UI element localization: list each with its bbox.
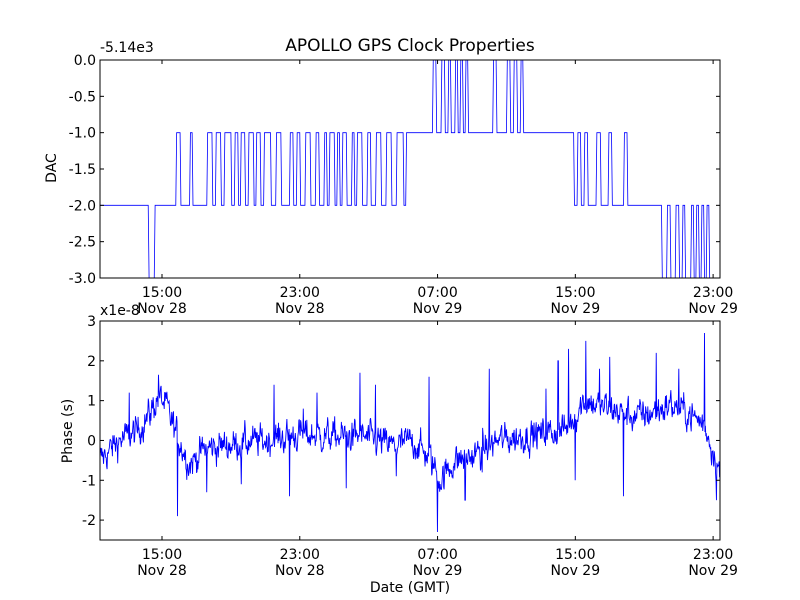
phase-y-tick-label: 3 [87,314,96,330]
dac-x-tick-date: Nov 28 [275,301,325,317]
phase-x-tick-time: 15:00 [142,547,182,563]
x-axis-label: Date (GMT) [370,580,450,596]
dac-x-tick-time: 23:00 [693,285,733,301]
phase-x-tick-time: 15:00 [555,547,595,563]
phase-x-tick-date: Nov 29 [551,563,601,579]
chart-title: APOLLO GPS Clock Properties [285,36,535,56]
phase-plot: x1e-8 Phase (s) Date (GMT) 3 2 1 0 -1 -2 15:00… [60,303,738,596]
phase-y-axis-label: Phase (s) [60,399,76,463]
dac-y-tick-label: -1.5 [69,162,96,178]
dac-x-tick-time: 23:00 [280,285,320,301]
phase-plot-frame [99,320,721,541]
phase-series-line [100,332,720,533]
dac-x-tick-time: 15:00 [555,285,595,301]
dac-y-tick-label: -0.5 [69,89,96,105]
phase-x-tick-date: Nov 29 [413,563,463,579]
dac-x-tick-time: 07:00 [417,285,457,301]
dac-y-tick-label: -2.0 [69,198,96,214]
dac-x-tick-time: 15:00 [142,285,182,301]
phase-y-tick-label: 0 [87,433,96,449]
dac-x-tick-date: Nov 28 [137,301,187,317]
dac-y-axis-label: DAC [44,153,60,183]
phase-y-tick-label: 1 [87,394,96,410]
phase-x-tick-time: 23:00 [693,547,733,563]
phase-x-tick-time: 07:00 [417,547,457,563]
phase-x-tick-date: Nov 28 [137,563,187,579]
dac-y-tick-label: -2.5 [69,235,96,251]
dac-x-tick-date: Nov 29 [551,301,601,317]
phase-y-tick-label: -1 [82,473,96,489]
dac-x-tick-date: Nov 29 [413,301,463,317]
dac-series-line [100,60,720,278]
phase-y-tick-label: 2 [87,354,96,370]
phase-y-tick-label: -2 [82,513,96,529]
phase-x-tick-time: 23:00 [280,547,320,563]
dac-plot-frame [99,59,721,279]
phase-offset-label: x1e-8 [100,303,140,319]
dac-y-tick-label: 0.0 [74,53,96,69]
dac-y-tick-label: -1.0 [69,126,96,142]
phase-x-tick-date: Nov 28 [275,563,325,579]
dac-plot: APOLLO GPS Clock Properties -5.14e3 DAC … [44,36,738,317]
dac-y-tick-label: -3.0 [69,271,96,287]
phase-x-tick-date: Nov 29 [688,563,738,579]
dac-x-tick-date: Nov 29 [688,301,738,317]
dac-offset-label: -5.14e3 [100,40,154,56]
